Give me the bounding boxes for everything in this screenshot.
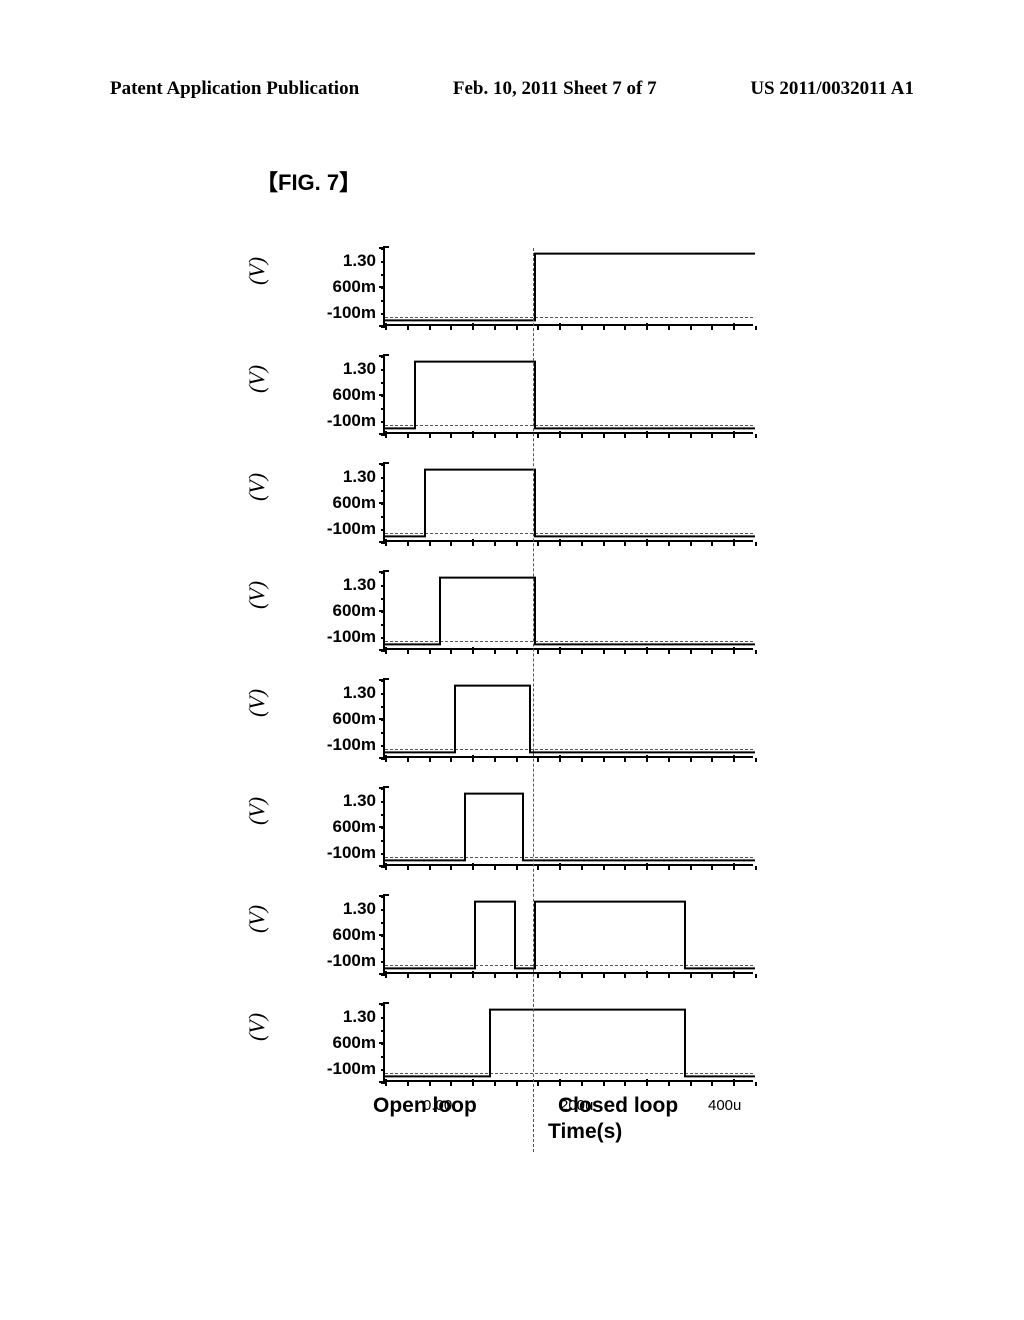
y-axis-title: (V) [244, 689, 270, 717]
page-header: Patent Application Publication Feb. 10, … [0, 78, 1024, 100]
plot-box [383, 248, 753, 326]
waveform [385, 248, 755, 326]
chart-area: 1.30600m-100m(V)1.30600m-100m(V)1.30600m… [248, 230, 778, 1200]
y-axis-title: (V) [244, 473, 270, 501]
subplot-3: 1.30600m-100m(V) [248, 554, 778, 662]
waveform [385, 896, 755, 974]
plot-box [383, 572, 753, 650]
plot-box [383, 788, 753, 866]
waveform [385, 356, 755, 434]
waveform [385, 572, 755, 650]
waveform [385, 680, 755, 758]
waveform [385, 464, 755, 542]
header-center: Feb. 10, 2011 Sheet 7 of 7 [453, 78, 657, 100]
x-tick-0: 0.00 [423, 1097, 452, 1114]
subplot-6: 1.30600m-100m(V) [248, 878, 778, 986]
subplot-7: 1.30600m-100m(V) [248, 986, 778, 1094]
x-tick-1: 200u [560, 1097, 593, 1114]
y-axis-title: (V) [244, 581, 270, 609]
subplot-0: 1.30600m-100m(V) [248, 230, 778, 338]
waveform [385, 1004, 755, 1082]
subplot-4: 1.30600m-100m(V) [248, 662, 778, 770]
open-closed-divider [533, 248, 534, 1152]
x-axis-title: Time(s) [548, 1120, 622, 1144]
plot-box [383, 1004, 753, 1082]
y-axis-title: (V) [244, 797, 270, 825]
subplot-1: 1.30600m-100m(V) [248, 338, 778, 446]
plot-box [383, 896, 753, 974]
header-right: US 2011/0032011 A1 [750, 78, 914, 100]
y-axis-title: (V) [244, 1013, 270, 1041]
plot-box [383, 464, 753, 542]
subplot-5: 1.30600m-100m(V) [248, 770, 778, 878]
waveform [385, 788, 755, 866]
y-axis-title: (V) [244, 365, 270, 393]
header-left: Patent Application Publication [110, 78, 359, 100]
x-tick-2: 400u [708, 1097, 741, 1114]
y-axis-title: (V) [244, 905, 270, 933]
y-axis-title: (V) [244, 257, 270, 285]
subplot-2: 1.30600m-100m(V) [248, 446, 778, 554]
plot-box [383, 356, 753, 434]
plot-box [383, 680, 753, 758]
figure-label: 【FIG. 7】 [256, 165, 361, 197]
